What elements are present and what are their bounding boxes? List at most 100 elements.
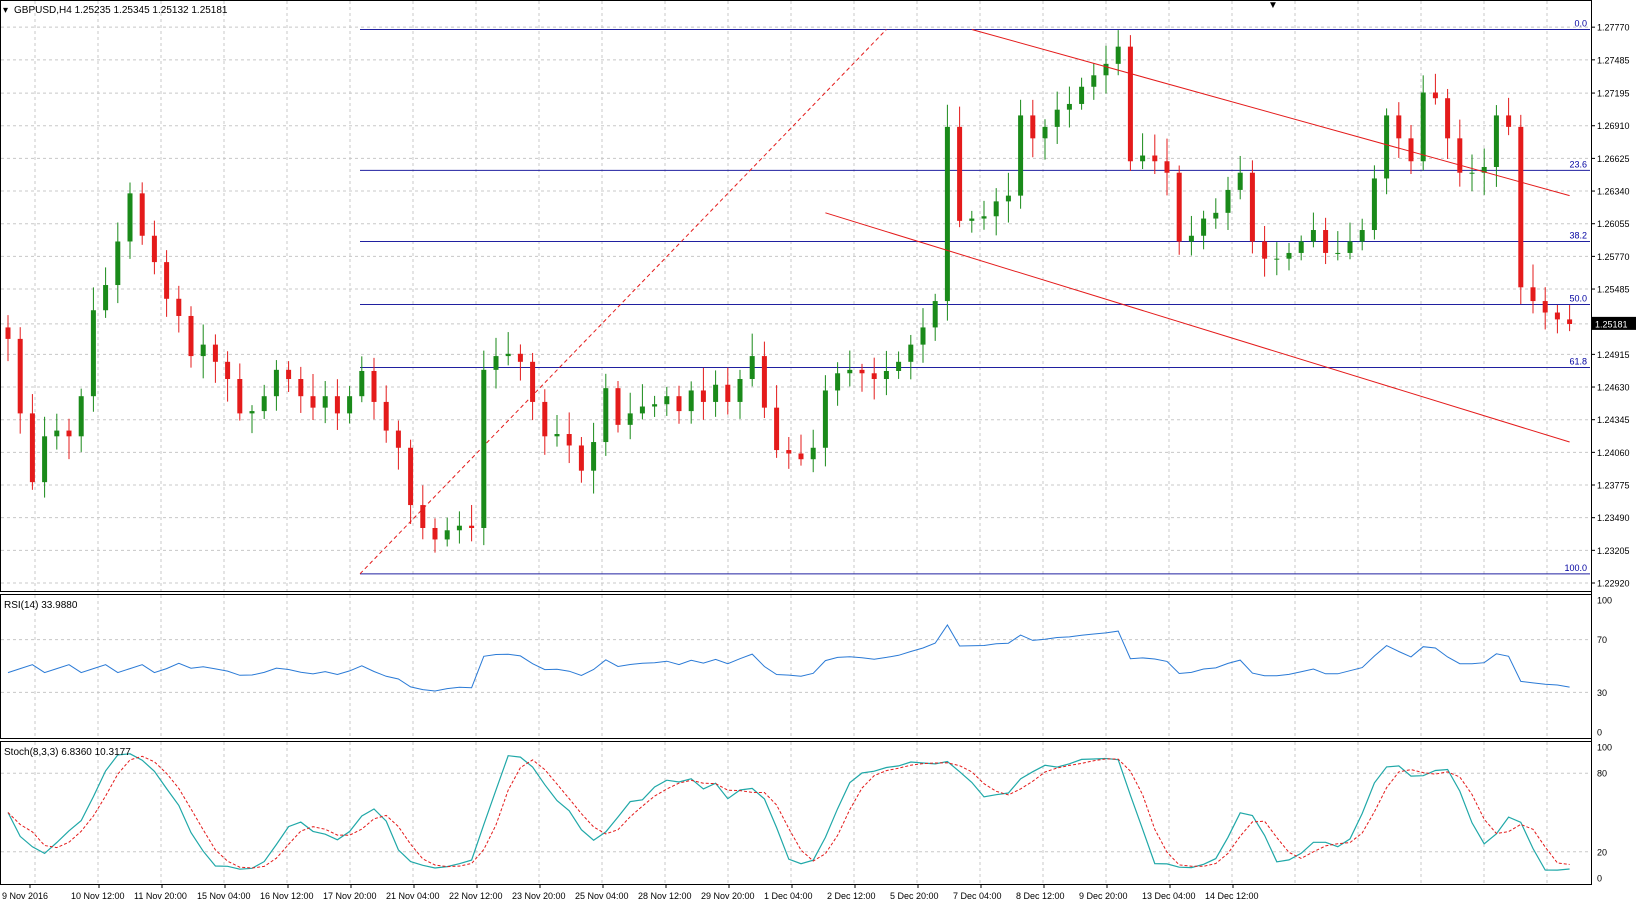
candle [1567,305,1573,332]
rsi-panel-frame [0,594,1592,739]
price-tick-label: 1.23490 [1597,513,1630,523]
candle [420,485,426,540]
time-tick-label: 17 Nov 20:00 [323,891,377,901]
candle [1408,124,1414,175]
candle [1469,154,1475,192]
time-tick-label: 7 Dec 04:00 [953,891,1002,901]
candle [1457,119,1463,187]
candle [286,361,292,392]
price-tick-label: 1.27485 [1597,55,1630,65]
last-price-label: 1.25181 [1595,319,1628,329]
fib-level-label: 100.0 [1564,563,1587,573]
candle [444,517,450,547]
candle [1530,264,1536,314]
time-tick-label: 15 Nov 04:00 [197,891,251,901]
candle [1262,226,1268,277]
candle [249,405,255,434]
candle [993,188,999,236]
candle [298,366,304,413]
channel-lower-line[interactable] [825,212,1570,443]
candle [151,220,157,275]
candle [786,437,792,469]
candle [103,267,109,318]
candle [66,418,72,460]
candle [920,308,926,363]
time-tick-label: 9 Nov 2016 [2,891,48,901]
channel-upper-line[interactable] [971,28,1570,197]
candle [944,104,950,321]
stoch-tick-label: 80 [1597,769,1607,779]
rsi-tick-label: 30 [1597,688,1607,698]
candle [90,287,96,412]
candle [713,370,719,417]
time-tick-label: 2 Dec 12:00 [827,891,876,901]
axis-labels: 1.27770 1.27485 1.27195 1.26910 1.26625 1.263… [2,23,1636,901]
time-tick-label: 11 Nov 20:00 [134,891,187,901]
candle [347,386,353,424]
candle [798,434,804,466]
candle [164,250,170,317]
candle [591,422,597,494]
stoch-tick-label: 20 [1597,847,1607,857]
rsi-tick-label: 0 [1597,728,1602,738]
candle [383,385,389,443]
price-tick-label: 1.23775 [1597,481,1630,491]
time-tick-label: 29 Nov 20:00 [701,891,755,901]
candle [847,350,853,387]
stoch-panel-frame [0,741,1592,885]
candle [603,373,609,456]
price-tick-label: 1.27770 [1597,23,1630,33]
candle [42,416,48,498]
candle [493,337,499,389]
candle [615,380,621,433]
time-tick-label: 21 Nov 04:00 [386,891,440,901]
candle [883,350,889,396]
indicator-lines [7,624,1570,871]
fib-anchor-line[interactable] [359,29,887,575]
candle [578,437,584,483]
fib-level-label: 50.0 [1569,294,1587,304]
candle [1542,287,1548,330]
candle [237,363,243,421]
candle [371,357,377,420]
candle [1237,155,1243,200]
rsi-tick-label: 100 [1597,596,1612,606]
candle [981,200,987,230]
candle [322,381,328,424]
fib-level-label: 23.6 [1569,159,1587,169]
candle [212,334,218,383]
candle [1115,30,1121,76]
candle [1225,176,1231,231]
scroll-marker-icon[interactable]: ▼ [1268,0,1278,11]
last-price-tag [1592,316,1636,330]
candle [1005,172,1011,223]
candle [639,384,645,420]
candle [835,362,841,406]
candle [225,351,231,402]
candle [1310,212,1316,248]
candle [1018,99,1024,209]
menu-arrow-icon[interactable]: ▾ [3,5,8,16]
rsi-line [7,624,1570,692]
candle [200,324,206,379]
stoch-tick-label: 0 [1597,874,1602,884]
candle [554,415,560,447]
time-tick-label: 5 Dec 20:00 [890,891,939,901]
candle [1091,63,1097,100]
time-tick-label: 10 Nov 12:00 [71,891,125,901]
price-tick-label: 1.24345 [1597,415,1630,425]
fibonacci-retracement[interactable]: 0.0 23.6 38.2 50.0 61.8 100.0 [359,18,1590,575]
candle [1213,198,1219,229]
price-tick-label: 1.22920 [1597,579,1630,589]
price-panel-frame [0,0,1592,592]
price-tick-label: 1.26055 [1597,219,1630,229]
candle [505,332,511,366]
candle [969,210,975,233]
candle [896,351,902,379]
price-tick-label: 1.26340 [1597,187,1630,197]
candlestick-series [5,30,1573,553]
price-channel[interactable] [825,28,1570,443]
candle [1347,222,1353,260]
stoch-main-line [7,753,1570,871]
